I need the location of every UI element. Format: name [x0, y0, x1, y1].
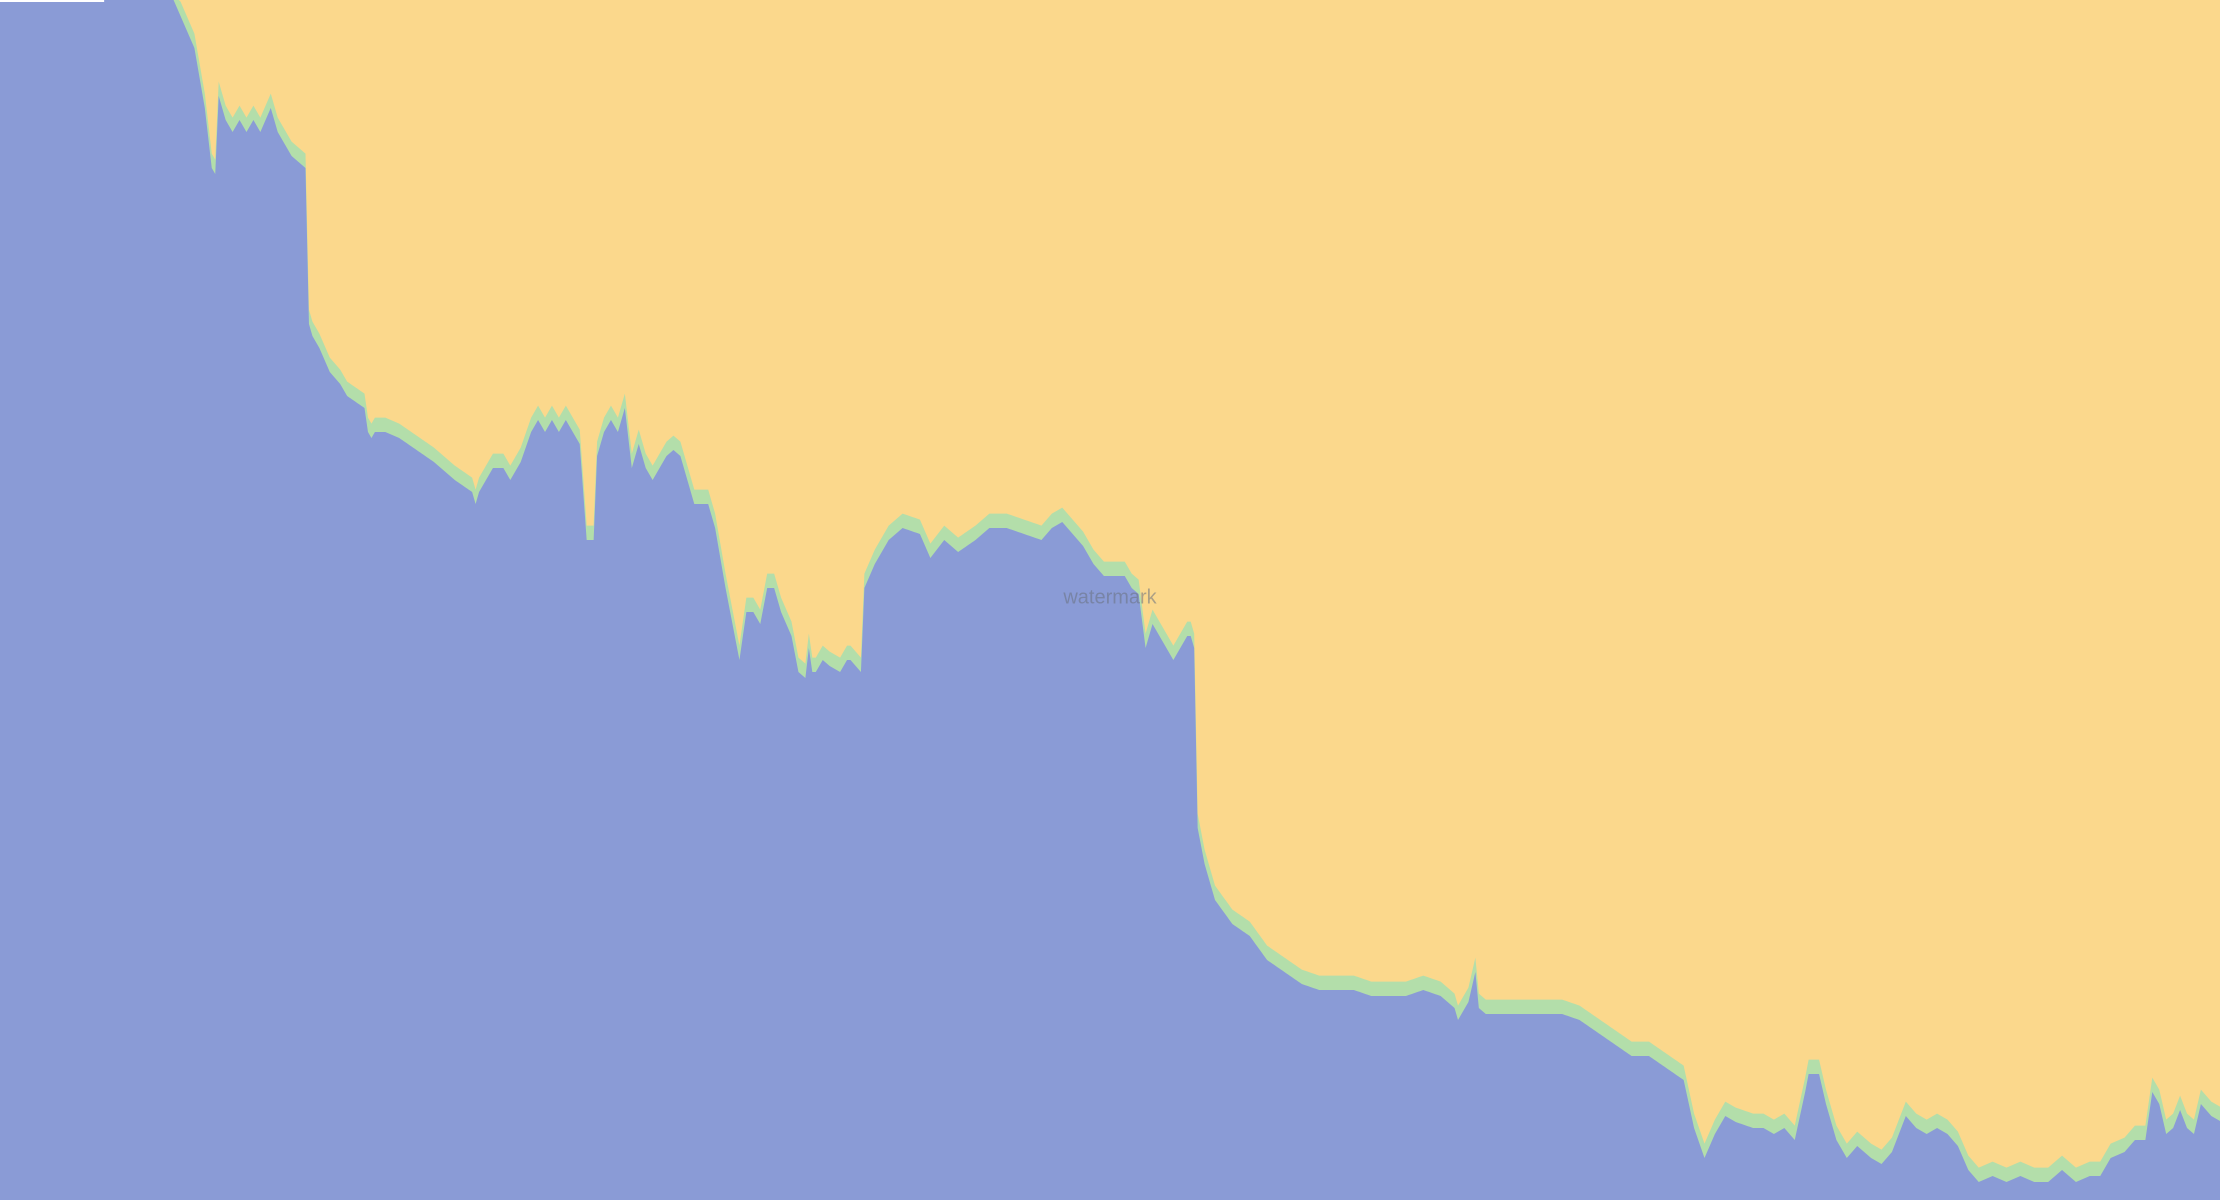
stacked-area-chart	[0, 0, 2220, 1200]
bottom-area	[0, 0, 2220, 1200]
